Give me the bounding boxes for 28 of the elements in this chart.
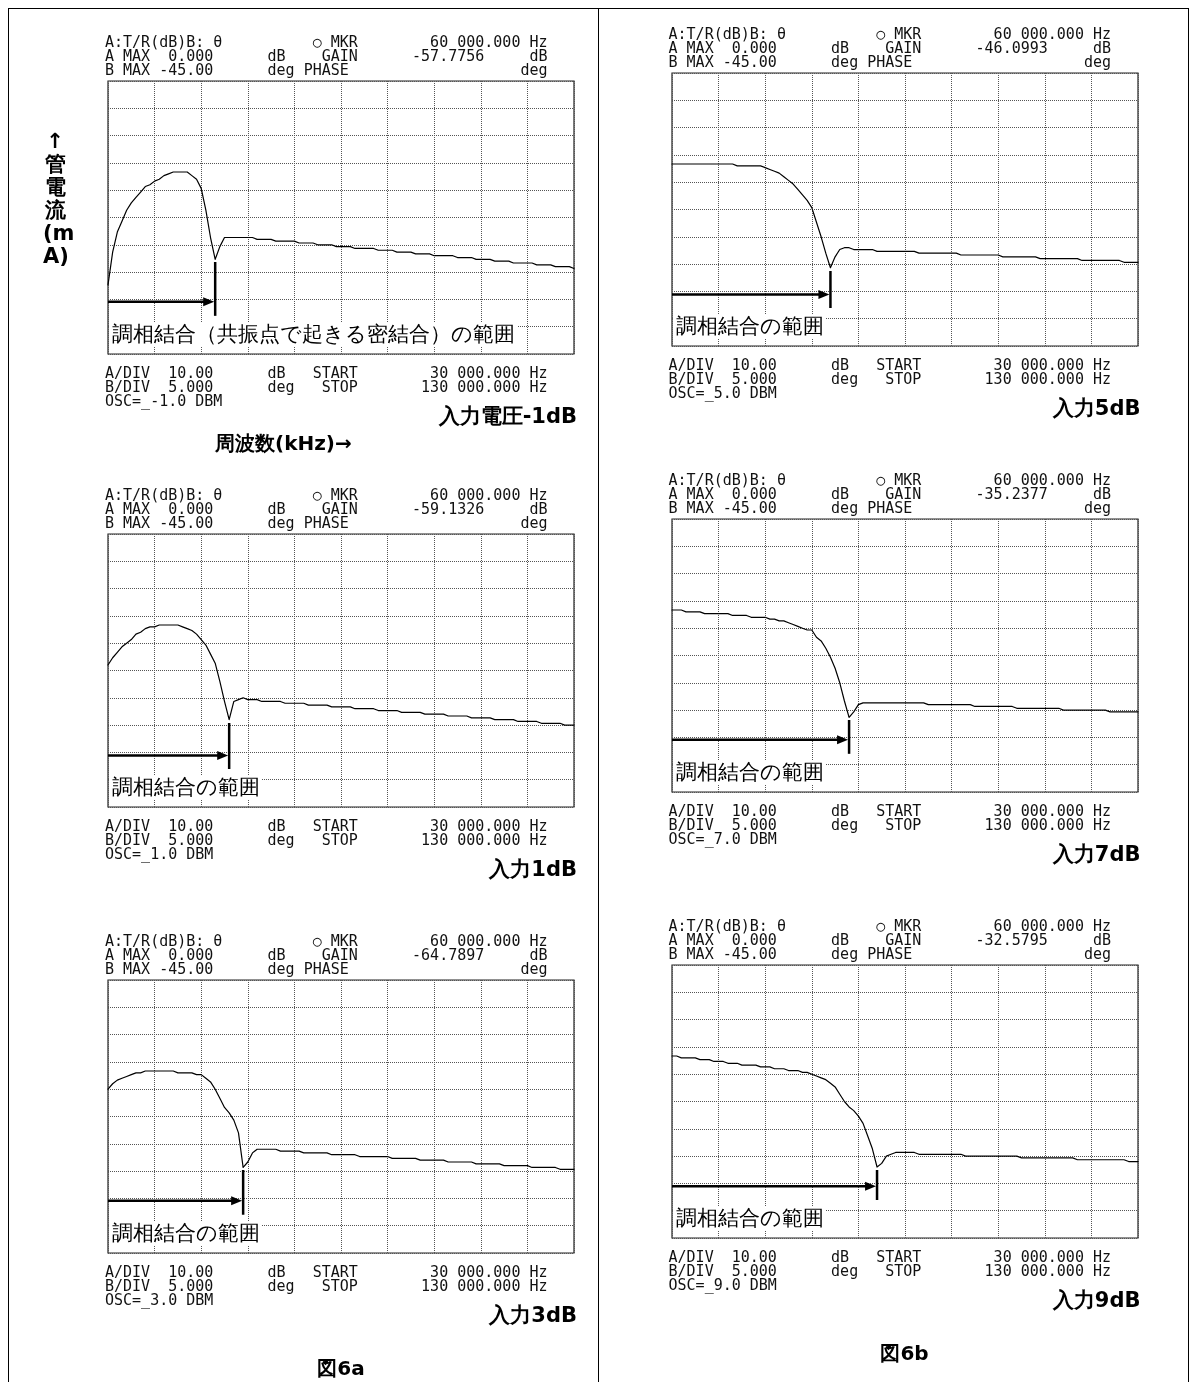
annotation: 調相結合の範囲 — [675, 314, 824, 339]
text: B MAX -45.00 deg PHASE deg — [105, 61, 549, 79]
text: OSC=_9.0 DBM — [668, 1276, 777, 1294]
text: B MAX -45.00 deg PHASE deg — [668, 499, 1113, 517]
text: B MAX -45.00 deg PHASE deg — [668, 53, 1113, 71]
text: 入力1dB — [489, 857, 577, 881]
caption: 図6a — [316, 1355, 366, 1382]
caption: 図6b — [879, 1340, 930, 1367]
x-axis-title: 周波数(kHz)→ — [214, 430, 353, 457]
annotation: 調相結合の範囲 — [675, 1206, 824, 1231]
text: B MAX -45.00 deg PHASE deg — [105, 960, 549, 978]
text: B MAX -45.00 deg PHASE deg — [105, 514, 549, 532]
text: 入力電圧-1dB — [438, 404, 577, 428]
text: OSC=_5.0 DBM — [668, 384, 777, 402]
text: OSC=_1.0 DBM — [105, 845, 214, 863]
text: OSC=_7.0 DBM — [668, 830, 777, 848]
text: B MAX -45.00 deg PHASE deg — [668, 945, 1113, 963]
annotation: 調相結合の範囲 — [675, 760, 824, 785]
text: 入力9dB — [1052, 1288, 1141, 1312]
text: 入力3dB — [489, 1303, 577, 1327]
text: 入力7dB — [1052, 842, 1141, 866]
text: OSC=_-1.0 DBM — [105, 392, 223, 410]
annotation: 調相結合の範囲 — [112, 1221, 260, 1246]
y-axis-title: ↑管電流(mA) — [43, 129, 75, 268]
text: OSC=_3.0 DBM — [105, 1291, 214, 1309]
annotation: 調相結合（共振点で起きる密結合）の範囲 — [112, 322, 515, 347]
text: 入力5dB — [1052, 396, 1141, 420]
annotation: 調相結合の範囲 — [112, 775, 260, 800]
